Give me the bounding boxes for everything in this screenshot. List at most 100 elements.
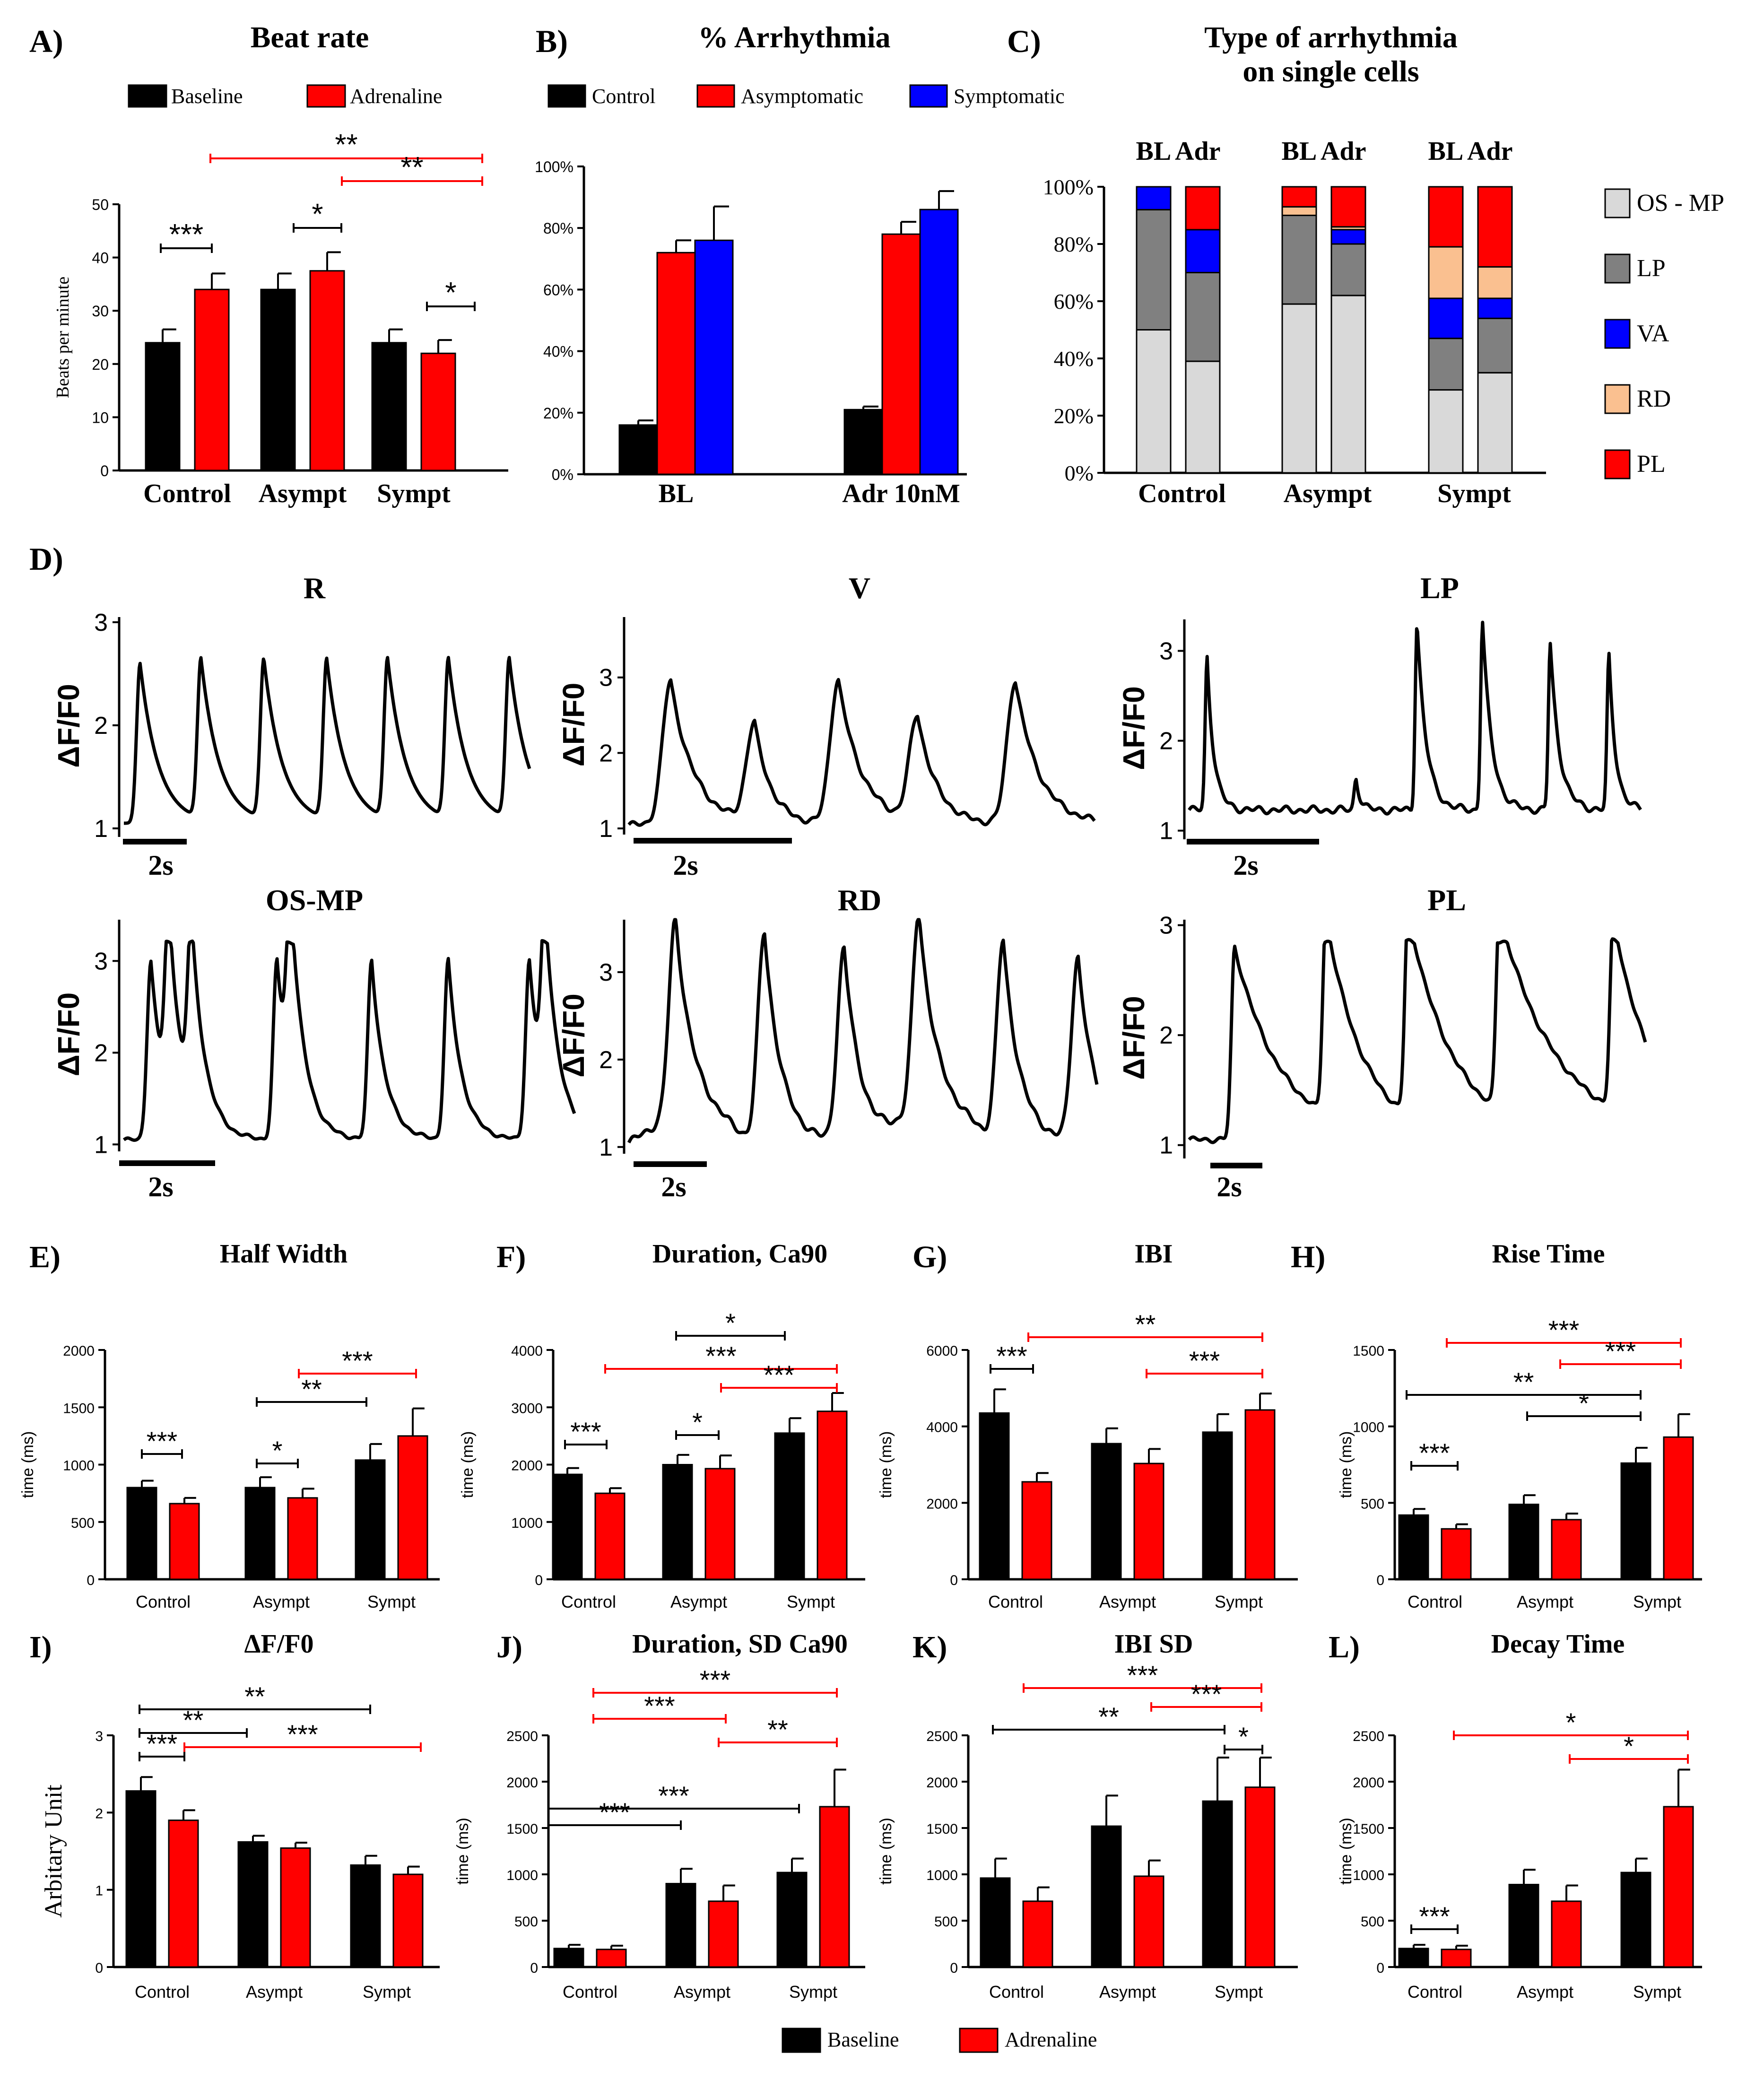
significance-E: *: [272, 1436, 283, 1465]
trace-y-tick-label: 2: [94, 1039, 108, 1067]
stack-segment-pl: [1330, 186, 1366, 228]
title-F: Duration, Ca90: [652, 1239, 827, 1269]
x-tick-label-E: Control: [136, 1592, 191, 1611]
trace-y-tick-label: 2: [94, 712, 108, 740]
bar-K-baseline: [980, 1877, 1011, 1968]
legend-label-lp: LP: [1637, 255, 1666, 282]
significance-K: ***: [1191, 1679, 1222, 1709]
x-tick-label-G: Sympt: [1215, 1592, 1263, 1611]
bar-G-adrenaline: [1133, 1463, 1164, 1580]
legend-swatch-baseline: [128, 84, 167, 108]
y-tick-label-G: 2000: [926, 1496, 958, 1512]
x-tick-label-I: Asympt: [246, 1982, 303, 2002]
y-tick-label-I: 1: [95, 1883, 103, 1899]
bar-L-adrenaline: [1663, 1806, 1694, 1968]
significance-H: ***: [1419, 1438, 1450, 1468]
y-tick-label-L: 500: [1361, 1914, 1384, 1930]
significance-F: ***: [705, 1341, 736, 1371]
y-tick-label-J: 0: [530, 1960, 538, 1976]
trace-y-label: ΔF/F0: [556, 683, 591, 767]
legend-swatch-control: [547, 84, 586, 108]
trace-title-pl: PL: [1427, 883, 1466, 917]
y-tick-label-H: 0: [1376, 1573, 1384, 1588]
stack-segment-lp: [1185, 272, 1221, 362]
y-tick-label-J: 2500: [506, 1729, 538, 1744]
stack-segment-va: [1330, 229, 1366, 245]
x-tick-label-F: Control: [561, 1592, 616, 1611]
panel-label-B: B): [536, 23, 568, 59]
significance-E: **: [301, 1374, 322, 1404]
y-tick-label-C: 40%: [1054, 347, 1094, 371]
y-tick-label-F: 3000: [511, 1401, 543, 1416]
y-tick-label-B: 80%: [543, 220, 574, 237]
y-axis-label-J: time (ms): [454, 1818, 472, 1885]
trace-y-tick-label: 1: [599, 815, 613, 843]
y-axis-label-G: time (ms): [877, 1431, 895, 1498]
y-tick-label-C: 0%: [1065, 461, 1094, 485]
significance-J: ***: [700, 1665, 730, 1695]
bar-A-adrenaline: [309, 270, 345, 471]
panel-label-D: D): [29, 541, 63, 577]
y-tick-label-K: 2500: [926, 1729, 958, 1744]
legend-label-baseline: Baseline: [171, 85, 243, 108]
stack-segment-os-mp: [1136, 329, 1172, 474]
bar-K-adrenaline: [1022, 1900, 1053, 1968]
significance-A: *: [312, 198, 323, 231]
y-tick-label-E: 0: [87, 1573, 95, 1588]
bar-J-baseline: [665, 1883, 696, 1968]
x-tick-label-L: Control: [1408, 1982, 1462, 2002]
significance-E: ***: [342, 1346, 373, 1375]
significance-L: *: [1624, 1731, 1634, 1761]
panel-label-L: L): [1329, 1630, 1360, 1664]
significance-J: ***: [644, 1691, 675, 1721]
y-tick-label-E: 1000: [63, 1458, 95, 1474]
legend-label-symptomatic: Symptomatic: [954, 85, 1065, 108]
y-tick-label-A: 10: [92, 409, 109, 426]
y-tick-label-E: 1500: [63, 1401, 95, 1416]
bar-L-adrenaline: [1551, 1900, 1582, 1968]
y-tick-label-E: 2000: [63, 1343, 95, 1359]
significance-K: *: [1238, 1722, 1249, 1751]
trace-y-tick-label: 3: [599, 664, 613, 692]
stack-segment-pl: [1281, 186, 1317, 208]
y-tick-label-C: 80%: [1054, 232, 1094, 256]
trace-y-tick-label: 3: [94, 948, 108, 975]
stack-segment-os-mp: [1477, 372, 1513, 474]
stack-segment-rd: [1281, 206, 1317, 217]
x-tick-label-B: Adr 10nM: [842, 479, 960, 508]
panel-label-K: K): [912, 1630, 947, 1664]
x-tick-label-C: Asympt: [1284, 479, 1372, 508]
y-tick-label-A: 0: [100, 462, 109, 479]
bar-J-adrenaline: [708, 1900, 739, 1968]
x-tick-label-F: Asympt: [670, 1592, 727, 1611]
trace-y-tick-label: 2: [1159, 728, 1173, 755]
bar-K-adrenaline: [1133, 1875, 1164, 1968]
stack-segment-pl: [1477, 186, 1513, 268]
y-axis-label-K: time (ms): [877, 1818, 895, 1885]
scale-bar-label: 2s: [1233, 850, 1258, 881]
significance-A: ***: [169, 218, 203, 251]
y-tick-label-L: 2500: [1353, 1729, 1384, 1744]
trace-y-label: ΔF/F0: [556, 993, 591, 1078]
y-tick-label-J: 1500: [506, 1821, 538, 1837]
scale-bar-label: 2s: [148, 850, 173, 881]
significance-J: **: [767, 1715, 788, 1744]
significance-A: **: [400, 151, 423, 184]
y-tick-label-F: 0: [535, 1573, 543, 1588]
x-tick-label-H: Sympt: [1633, 1592, 1681, 1611]
x-tick-label-E: Sympt: [367, 1592, 416, 1611]
y-tick-label-C: 100%: [1043, 175, 1094, 199]
x-tick-label-B: BL: [659, 479, 694, 508]
legend-label-va: VA: [1637, 320, 1669, 347]
legend-swatch-adrenaline: [306, 84, 346, 108]
trace-y-label: ΔF/F0: [52, 992, 86, 1077]
bar-A-adrenaline: [194, 288, 230, 471]
x-tick-label-H: Asympt: [1517, 1592, 1573, 1611]
x-tick-label-G: Asympt: [1099, 1592, 1156, 1611]
legend-swatch-lp: [1604, 253, 1631, 284]
significance-E: ***: [147, 1426, 177, 1456]
significance-H: *: [1579, 1388, 1589, 1418]
y-tick-label-F: 1000: [511, 1515, 543, 1531]
bar-H-adrenaline: [1663, 1436, 1694, 1580]
